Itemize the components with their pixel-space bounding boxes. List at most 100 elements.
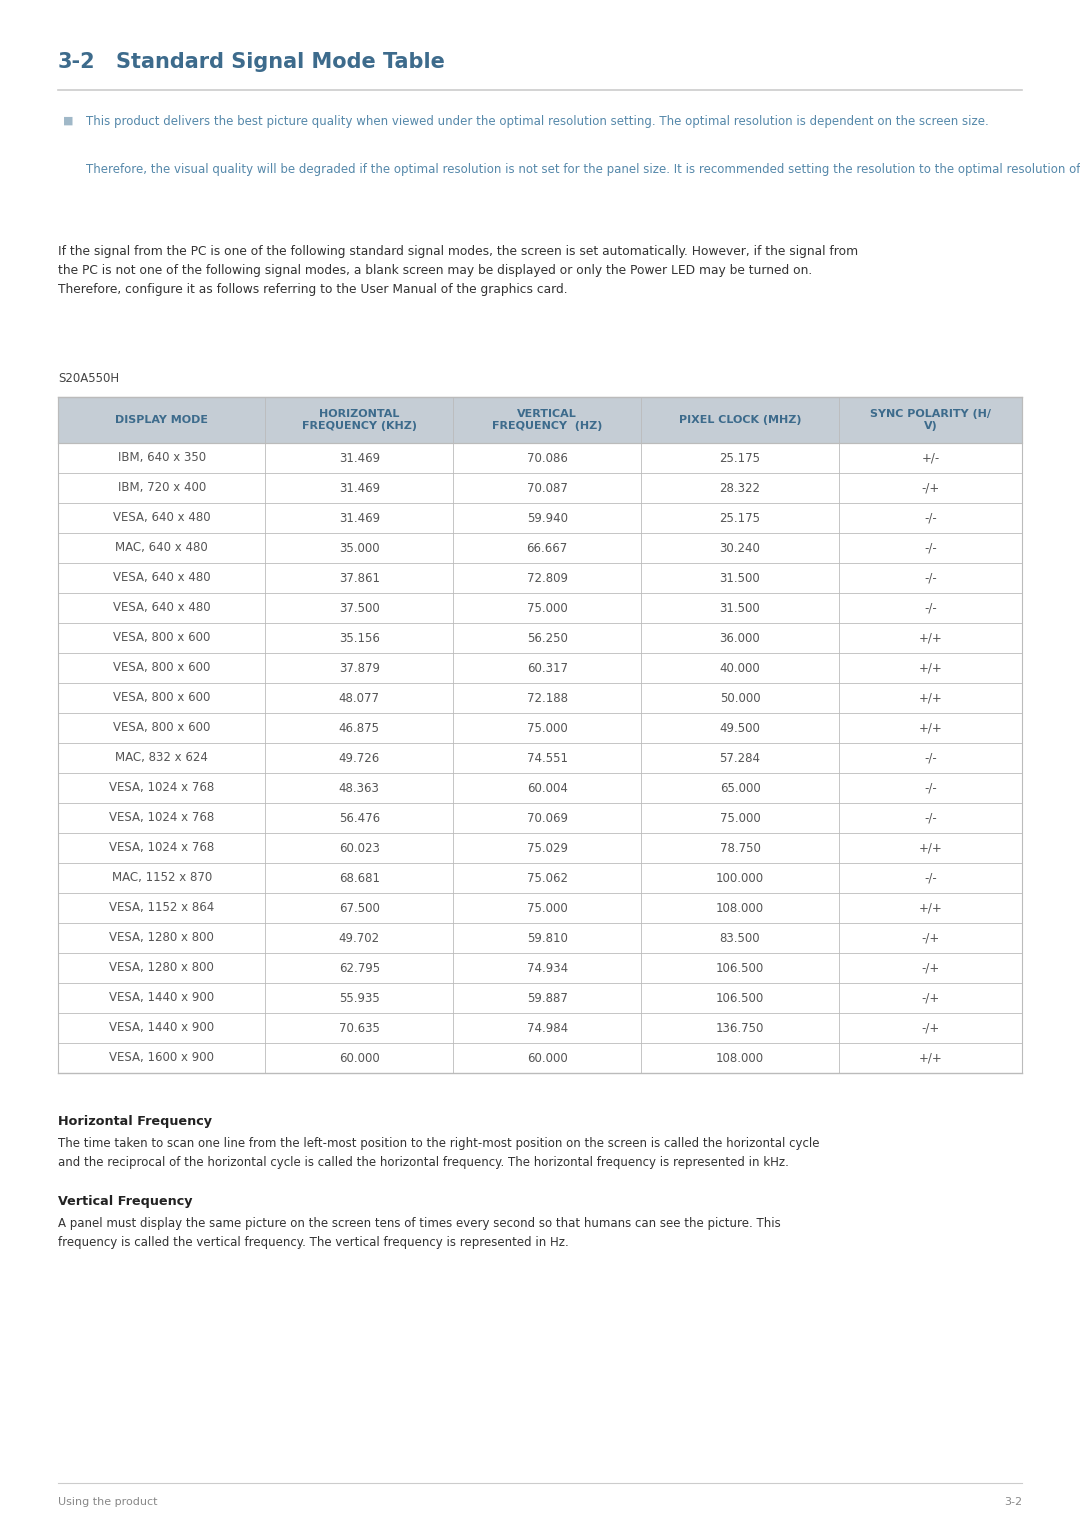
Text: Vertical Frequency: Vertical Frequency	[58, 1196, 192, 1208]
Text: -/+: -/+	[921, 481, 940, 495]
Text: VESA, 1440 x 900: VESA, 1440 x 900	[109, 991, 214, 1005]
Text: +/+: +/+	[919, 1052, 942, 1064]
Text: VERTICAL
FREQUENCY  (HZ): VERTICAL FREQUENCY (HZ)	[492, 409, 603, 431]
Text: IBM, 720 x 400: IBM, 720 x 400	[118, 481, 206, 495]
Text: 78.750: 78.750	[719, 841, 760, 855]
Text: 65.000: 65.000	[719, 782, 760, 794]
Text: If the signal from the PC is one of the following standard signal modes, the scr: If the signal from the PC is one of the …	[58, 244, 859, 296]
Text: 60.317: 60.317	[527, 661, 568, 675]
Text: 3-2: 3-2	[58, 52, 96, 72]
Text: 60.004: 60.004	[527, 782, 568, 794]
Text: -/-: -/-	[924, 512, 936, 524]
Text: 70.087: 70.087	[527, 481, 568, 495]
Text: -/+: -/+	[921, 1022, 940, 1034]
Text: 108.000: 108.000	[716, 901, 764, 915]
Text: +/+: +/+	[919, 901, 942, 915]
Text: 106.500: 106.500	[716, 962, 765, 974]
Text: DISPLAY MODE: DISPLAY MODE	[116, 415, 208, 425]
Text: 48.077: 48.077	[339, 692, 380, 704]
Text: VESA, 640 x 480: VESA, 640 x 480	[112, 512, 211, 524]
Text: 70.069: 70.069	[527, 811, 568, 825]
Text: 72.809: 72.809	[527, 571, 568, 585]
Text: MAC, 1152 x 870: MAC, 1152 x 870	[111, 872, 212, 884]
Text: SYNC POLARITY (H/
V): SYNC POLARITY (H/ V)	[869, 409, 991, 431]
Text: VESA, 640 x 480: VESA, 640 x 480	[112, 602, 211, 614]
Text: ■: ■	[63, 116, 73, 127]
Text: 56.476: 56.476	[339, 811, 380, 825]
Text: 60.000: 60.000	[527, 1052, 568, 1064]
Text: +/+: +/+	[919, 841, 942, 855]
Text: This product delivers the best picture quality when viewed under the optimal res: This product delivers the best picture q…	[86, 115, 989, 128]
Text: -/-: -/-	[924, 542, 936, 554]
Text: 49.726: 49.726	[339, 751, 380, 765]
Text: IBM, 640 x 350: IBM, 640 x 350	[118, 452, 205, 464]
Text: 31.500: 31.500	[719, 571, 760, 585]
Text: 59.810: 59.810	[527, 931, 568, 945]
Text: 70.086: 70.086	[527, 452, 568, 464]
Text: 67.500: 67.500	[339, 901, 380, 915]
Text: +/+: +/+	[919, 661, 942, 675]
Text: VESA, 1440 x 900: VESA, 1440 x 900	[109, 1022, 214, 1034]
Text: VESA, 640 x 480: VESA, 640 x 480	[112, 571, 211, 585]
Text: VESA, 1024 x 768: VESA, 1024 x 768	[109, 782, 214, 794]
Text: VESA, 1600 x 900: VESA, 1600 x 900	[109, 1052, 214, 1064]
Text: +/+: +/+	[919, 632, 942, 644]
Text: 37.879: 37.879	[339, 661, 380, 675]
Text: A panel must display the same picture on the screen tens of times every second s: A panel must display the same picture on…	[58, 1217, 781, 1249]
Text: -/+: -/+	[921, 991, 940, 1005]
Text: 106.500: 106.500	[716, 991, 765, 1005]
Text: 37.500: 37.500	[339, 602, 380, 614]
Text: +/+: +/+	[919, 721, 942, 734]
Text: 62.795: 62.795	[339, 962, 380, 974]
Text: 108.000: 108.000	[716, 1052, 764, 1064]
Text: 74.934: 74.934	[527, 962, 568, 974]
Text: 48.363: 48.363	[339, 782, 380, 794]
Text: VESA, 1152 x 864: VESA, 1152 x 864	[109, 901, 214, 915]
Text: 46.875: 46.875	[339, 721, 380, 734]
Text: Therefore, the visual quality will be degraded if the optimal resolution is not : Therefore, the visual quality will be de…	[86, 163, 1080, 176]
Text: VESA, 1024 x 768: VESA, 1024 x 768	[109, 841, 214, 855]
Text: Horizontal Frequency: Horizontal Frequency	[58, 1115, 212, 1128]
Text: -/-: -/-	[924, 872, 936, 884]
Text: 59.940: 59.940	[527, 512, 568, 524]
Text: 75.000: 75.000	[527, 901, 568, 915]
Text: 3-2: 3-2	[1004, 1496, 1022, 1507]
Text: The time taken to scan one line from the left-most position to the right-most po: The time taken to scan one line from the…	[58, 1138, 820, 1170]
Text: 72.188: 72.188	[527, 692, 568, 704]
Text: 57.284: 57.284	[719, 751, 760, 765]
Text: Using the product: Using the product	[58, 1496, 158, 1507]
Text: 25.175: 25.175	[719, 452, 760, 464]
Text: 66.667: 66.667	[527, 542, 568, 554]
Text: VESA, 1280 x 800: VESA, 1280 x 800	[109, 931, 214, 945]
Text: HORIZONTAL
FREQUENCY (KHZ): HORIZONTAL FREQUENCY (KHZ)	[301, 409, 417, 431]
Text: VESA, 800 x 600: VESA, 800 x 600	[113, 721, 211, 734]
Text: S20A550H: S20A550H	[58, 373, 119, 385]
Text: 75.000: 75.000	[719, 811, 760, 825]
Text: 36.000: 36.000	[719, 632, 760, 644]
Text: VESA, 1024 x 768: VESA, 1024 x 768	[109, 811, 214, 825]
Text: VESA, 1280 x 800: VESA, 1280 x 800	[109, 962, 214, 974]
Text: 60.000: 60.000	[339, 1052, 380, 1064]
Text: VESA, 800 x 600: VESA, 800 x 600	[113, 692, 211, 704]
Text: +/+: +/+	[919, 692, 942, 704]
Text: +/-: +/-	[921, 452, 940, 464]
Text: 100.000: 100.000	[716, 872, 764, 884]
Text: -/-: -/-	[924, 602, 936, 614]
Text: -/-: -/-	[924, 571, 936, 585]
Text: VESA, 800 x 600: VESA, 800 x 600	[113, 661, 211, 675]
Text: VESA, 800 x 600: VESA, 800 x 600	[113, 632, 211, 644]
Text: 31.469: 31.469	[339, 481, 380, 495]
Text: 74.551: 74.551	[527, 751, 568, 765]
Text: -/+: -/+	[921, 962, 940, 974]
Text: 35.156: 35.156	[339, 632, 380, 644]
Text: 70.635: 70.635	[339, 1022, 380, 1034]
Text: Standard Signal Mode Table: Standard Signal Mode Table	[116, 52, 445, 72]
Text: 75.029: 75.029	[527, 841, 568, 855]
Text: 75.000: 75.000	[527, 602, 568, 614]
Text: 30.240: 30.240	[719, 542, 760, 554]
Text: 35.000: 35.000	[339, 542, 379, 554]
Text: 50.000: 50.000	[719, 692, 760, 704]
Text: 74.984: 74.984	[527, 1022, 568, 1034]
Text: -/-: -/-	[924, 811, 936, 825]
Text: -/-: -/-	[924, 751, 936, 765]
